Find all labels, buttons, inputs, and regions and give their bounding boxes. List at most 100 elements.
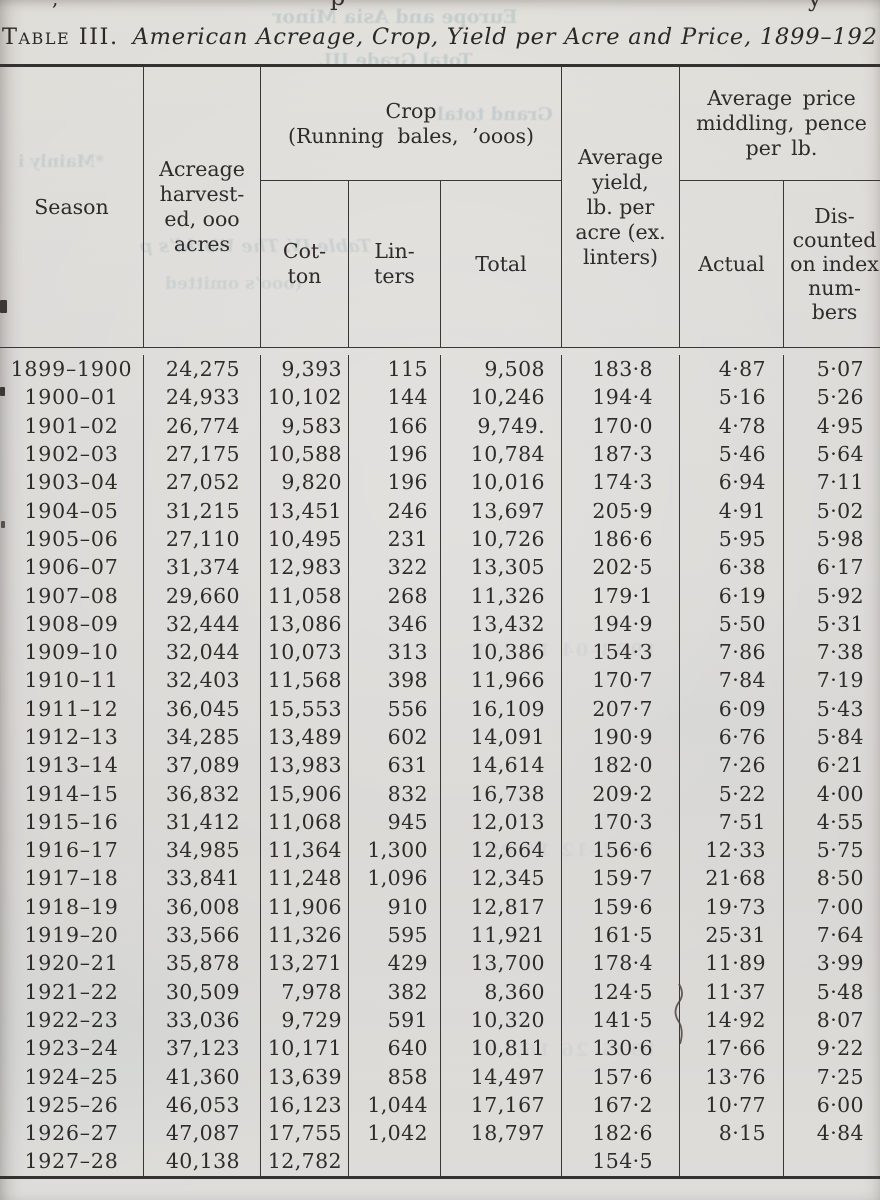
column-header-acreage: Acreage harvest- ed, ooo acres [144,67,261,347]
column-group-price: Average price middling, pence per lb. [680,67,880,181]
cell-linters: 313 [349,637,441,667]
page-edge-text-fragment: p [330,0,345,11]
cell-price-actual: 11·89 [680,949,784,978]
cell-price-discounted [784,1147,880,1175]
cell-total: 14,614 [441,751,562,780]
cell-linters: 1,300 [349,836,441,865]
cell-cotton: 10,495 [261,524,349,554]
cell-cotton: 11,068 [261,807,349,837]
cell-price-actual: 7·51 [680,807,784,837]
cell-cotton: 13,451 [261,496,349,525]
cell-total: 16,738 [441,779,562,808]
cell-price-discounted: 3·99 [816,951,864,976]
cell-cotton: 15,906 [261,779,349,808]
cell-total: 13,432 [441,609,562,638]
cell-price-actual: 14·92 [680,1005,784,1035]
cell-price-discounted: 9·22 [816,1036,864,1061]
cell-acreage: 36,045 [144,694,261,723]
table-row: 1909–10 32,044 10,073 313 10,386 154·3 7·86 7·3… [0,637,880,667]
cell-cotton: 9,729 [261,1005,349,1035]
cell-price-actual: 21·68 [680,864,784,893]
cell-price-actual: 6·94 [680,468,784,497]
cell-yield: 205·9 [562,496,680,525]
cell-price-actual: 7·26 [680,751,784,780]
cell-yield: 161·5 [562,920,680,950]
cell-linters: 1,042 [349,1119,441,1148]
table-title: Table III. American Acreage, Crop, Yield … [2,24,880,50]
cell-price-discounted: 5·07 [816,357,864,382]
cell-linters: 346 [349,609,441,638]
cell-acreage: 24,275 [144,355,261,384]
cell-total: 11,921 [441,920,562,950]
cell-linters: 556 [349,694,441,723]
cell-yield: 183·8 [562,355,680,384]
cell-price-actual: 6·09 [680,694,784,723]
cell-cotton: 13,489 [261,722,349,752]
cell-cotton: 11,326 [261,920,349,950]
cell-linters: 1,044 [349,1090,441,1120]
cell-season: 1911–12 [0,694,144,723]
cell-season: 1906–07 [0,553,144,582]
cell-total: 8,360 [441,977,562,1006]
table-row: 1908–09 32,444 13,086 346 13,432 194·9 5·50 5·3… [0,609,880,638]
cell-cotton: 10,588 [261,439,349,469]
cell-yield: 124·5 [562,977,680,1006]
column-header-total: Total [441,181,562,347]
cell-total: 12,817 [441,892,562,921]
cell-linters: 631 [349,751,441,780]
cell-yield: 187·3 [562,439,680,469]
cell-total: 9,749. [441,411,562,440]
cell-season: 1903–04 [0,468,144,497]
cell-season: 1917–18 [0,864,144,893]
cell-total: 12,013 [441,807,562,837]
cell-acreage: 33,036 [144,1005,261,1035]
ink-speck [0,387,5,396]
table-row: 1904–05 31,215 13,451 246 13,697 205·9 4·91 5·0… [0,496,880,525]
cell-price-actual: 11·37 [680,977,784,1006]
cell-season: 1914–15 [0,779,144,808]
cell-cotton: 13,271 [261,949,349,978]
cell-acreage: 32,044 [144,637,261,667]
table-row: 1916–17 34,985 11,364 1,300 12,664 156·6 12·33… [0,836,880,865]
cell-acreage: 27,175 [144,439,261,469]
cell-cotton: 17,755 [261,1119,349,1148]
cell-price-discounted: 4·55 [816,809,864,834]
cell-yield: 130·6 [562,1034,680,1063]
table-row: 1915–16 31,412 11,068 945 12,013 170·3 7·51 4·5… [0,807,880,837]
cell-yield: 154·5 [562,1147,680,1176]
cell-acreage: 33,841 [144,864,261,893]
cell-linters: 910 [349,892,441,921]
cell-linters: 322 [349,553,441,582]
cell-price-actual: 6·38 [680,553,784,582]
cell-acreage: 27,052 [144,468,261,497]
cell-total: 10,784 [441,439,562,469]
cell-price-discounted: 5·84 [816,725,864,749]
cell-linters: 945 [349,807,441,837]
cell-total: 10,320 [441,1005,562,1035]
cell-season: 1927–28 [0,1147,144,1176]
cell-yield: 207·7 [562,694,680,723]
cell-season: 1919–20 [0,920,144,950]
cell-price-actual: 10·77 [680,1090,784,1120]
table-row: 1922–23 33,036 9,729 591 10,320 141·5 14·92 8·0… [0,1005,880,1035]
cell-yield: 141·5 [562,1005,680,1035]
table-row: 1907–08 29,660 11,058 268 11,326 179·1 6·19 5·9… [0,581,880,610]
cell-total: 10,246 [441,383,562,412]
cell-linters: 144 [349,383,441,412]
table-row: 1899–1900 24,275 9,393 115 9,508 183·8 4·87 5·0… [0,355,880,384]
cell-price-actual: 13·76 [680,1062,784,1091]
cell-total: 13,700 [441,949,562,978]
cell-yield: 156·6 [562,836,680,865]
page-edge-text-fragment: y [808,0,822,12]
cell-acreage: 31,412 [144,807,261,837]
cell-acreage: 47,087 [144,1119,261,1148]
cell-yield: 182·0 [562,751,680,780]
cell-total: 18,797 [441,1119,562,1148]
cell-season: 1904–05 [0,496,144,525]
column-header-cotton: Cot- ton [261,181,349,347]
cell-season: 1922–23 [0,1005,144,1035]
cell-price-discounted: 8·07 [816,1007,864,1032]
cell-price-actual: 4·87 [680,355,784,384]
cell-acreage: 34,985 [144,836,261,865]
